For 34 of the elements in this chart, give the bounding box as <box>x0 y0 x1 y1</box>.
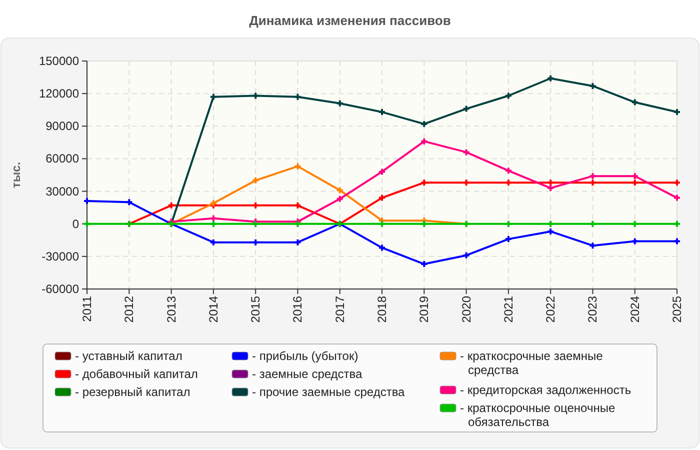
legend-label: - заемные средства <box>252 367 363 381</box>
legend-label: - краткосрочные заемные средства <box>460 349 604 377</box>
y-tick-label: 0 <box>72 216 80 231</box>
y-tick-label: 150000 <box>38 54 80 68</box>
x-tick-label: 2018 <box>375 296 389 323</box>
x-tick-label: 2024 <box>628 296 642 323</box>
legend-label: - краткосрочные оценочные обязательства <box>460 401 616 429</box>
legend-label: - уставный капитал <box>75 349 182 363</box>
x-tick-label: 2025 <box>670 296 684 323</box>
y-tick-label: -30000 <box>42 249 80 264</box>
x-tick-label: 2013 <box>164 296 178 323</box>
x-tick-label: 2014 <box>206 296 220 323</box>
x-tick-label: 2023 <box>586 296 600 323</box>
legend-label: - добавочный капитал <box>75 367 198 381</box>
x-tick-label: 2016 <box>290 296 305 323</box>
legend-label: - прибыль (убыток) <box>252 349 358 363</box>
x-tick-label: 2012 <box>122 296 136 323</box>
y-tick-label: 120000 <box>38 86 80 101</box>
x-tick-label: 2020 <box>459 296 474 323</box>
y-tick-label: 90000 <box>46 119 80 134</box>
legend-label: - кредиторская задолженность <box>460 383 632 397</box>
legend-label: - прочие заемные средства <box>252 385 406 399</box>
x-tick-label: 2011 <box>80 296 94 322</box>
x-tick-label: 2021 <box>501 296 516 323</box>
x-tick-label: 2019 <box>417 296 432 323</box>
chart-title: Динамика изменения пассивов <box>249 13 451 28</box>
x-tick-label: 2017 <box>332 296 347 323</box>
y-tick-label: -60000 <box>42 282 80 296</box>
x-tick-label: 2022 <box>544 296 558 323</box>
y-axis-title: тыс. <box>9 162 23 188</box>
y-tick-label: 60000 <box>46 152 80 166</box>
legend-label: - резервный капитал <box>75 385 190 399</box>
y-tick-label: 30000 <box>46 184 80 198</box>
x-tick-label: 2015 <box>248 296 263 323</box>
